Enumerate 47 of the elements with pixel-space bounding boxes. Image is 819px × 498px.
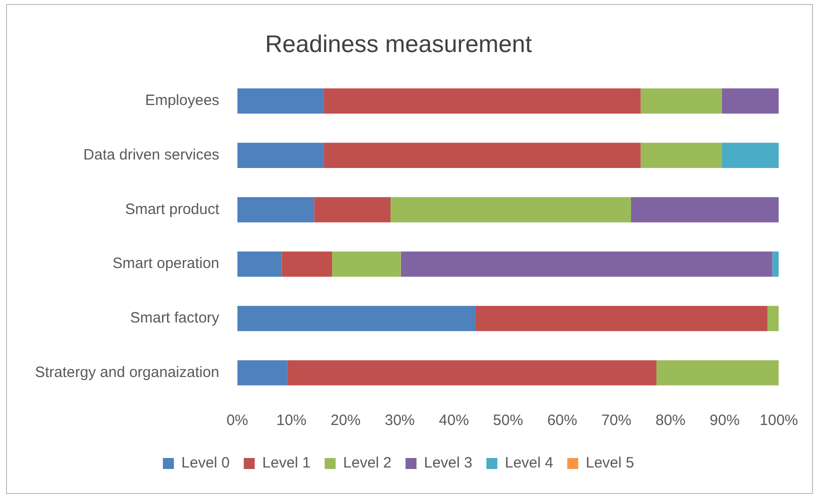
chart-title: Readiness measurement bbox=[265, 31, 532, 58]
x-tick-label: 50% bbox=[493, 412, 524, 430]
bar bbox=[656, 360, 779, 386]
bar bbox=[476, 306, 768, 332]
legend-label: Level 5 bbox=[586, 454, 634, 472]
x-tick-label: 30% bbox=[384, 412, 415, 430]
legend-label: Level 1 bbox=[262, 454, 311, 472]
x-tick-label: 100% bbox=[760, 412, 798, 430]
bar bbox=[400, 251, 772, 277]
bar bbox=[237, 88, 324, 114]
bar bbox=[314, 197, 391, 222]
y-tick-label: Employees bbox=[145, 92, 220, 110]
x-tick-label: 10% bbox=[276, 412, 306, 430]
bar bbox=[287, 360, 656, 386]
legend-label: Level 2 bbox=[343, 454, 392, 472]
bar bbox=[237, 360, 288, 386]
x-tick-label: 90% bbox=[710, 412, 740, 430]
x-tick-label: 80% bbox=[655, 412, 686, 430]
x-tick-label: 60% bbox=[547, 412, 578, 430]
y-tick-label: Smart product bbox=[125, 200, 220, 218]
x-tick-label: 70% bbox=[601, 412, 632, 430]
bar bbox=[237, 197, 314, 222]
bar bbox=[237, 306, 476, 332]
bar bbox=[767, 306, 779, 332]
legend-label: Level 3 bbox=[424, 454, 472, 472]
bar bbox=[640, 142, 722, 168]
y-tick-label: Data driven services bbox=[83, 146, 220, 164]
bar bbox=[332, 251, 401, 277]
bar bbox=[282, 251, 332, 277]
x-tick-label: 0% bbox=[226, 412, 248, 430]
bar bbox=[237, 142, 324, 168]
bar bbox=[630, 197, 779, 222]
y-tick-label: Smart operation bbox=[112, 255, 220, 272]
bar bbox=[324, 88, 641, 114]
y-tick-label: Smart factory bbox=[130, 310, 220, 327]
bar bbox=[772, 251, 779, 277]
legend-label: Level 4 bbox=[504, 454, 554, 472]
y-tick-label: Stratergy and organaization bbox=[34, 364, 220, 381]
x-tick-label: 20% bbox=[330, 412, 361, 430]
x-tick-label: 40% bbox=[438, 412, 469, 430]
legend-label: Level 0 bbox=[181, 454, 230, 472]
bar bbox=[640, 88, 722, 114]
bar bbox=[722, 142, 779, 168]
bar bbox=[722, 88, 779, 114]
bar bbox=[324, 142, 641, 168]
bar bbox=[237, 251, 282, 277]
bar bbox=[390, 197, 631, 222]
